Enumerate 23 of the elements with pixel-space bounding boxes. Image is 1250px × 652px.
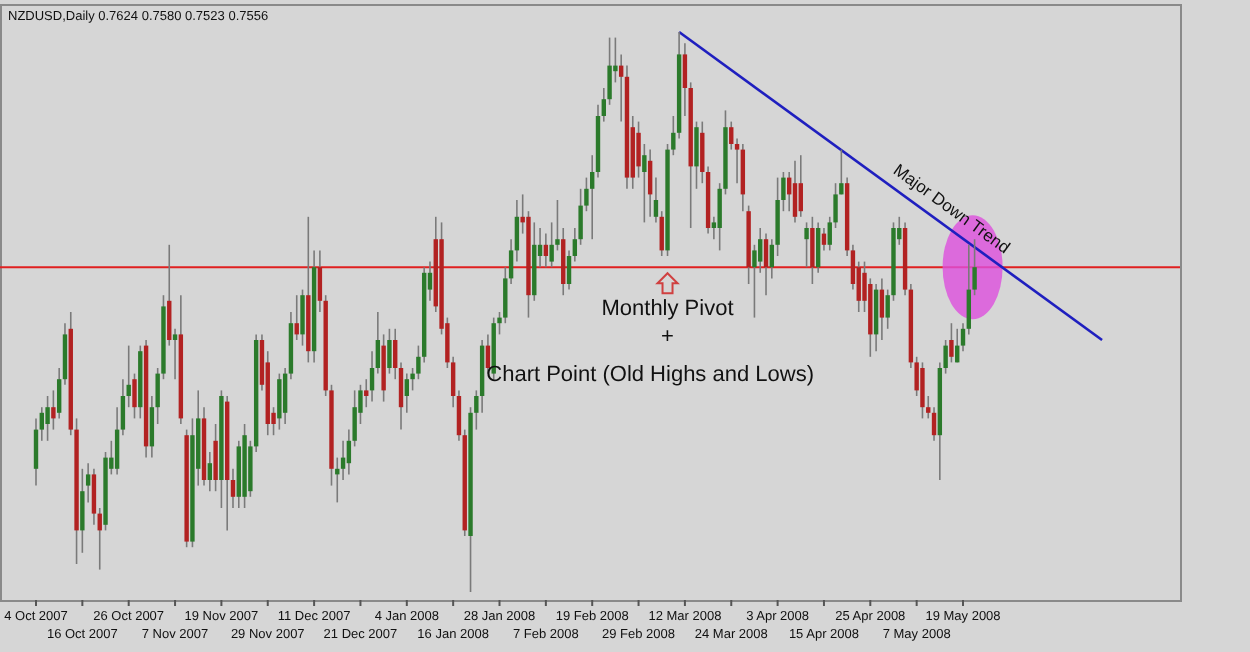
candlestick [810,216,815,285]
candlestick [792,160,798,224]
candlestick [294,294,299,341]
candlestick [172,328,178,380]
candlestick [798,154,803,218]
annotation: Chart Point (Old Highs and Lows) [486,363,814,388]
candlestick [815,221,821,274]
candlestick [213,423,218,492]
candlestick [920,361,925,420]
candlestick [277,372,282,431]
candlestick [694,120,699,190]
annotation: Monthly Pivot [601,297,734,322]
candlestick [45,395,50,442]
candlestick [404,372,409,414]
candlestick [804,221,809,268]
candlestick [879,277,885,341]
annotation: + [661,325,674,350]
candlestick [207,451,213,492]
candlestick [80,468,85,554]
candlestick [763,232,769,296]
candlestick [300,288,305,347]
candlestick [543,232,549,268]
candlestick [821,227,827,252]
